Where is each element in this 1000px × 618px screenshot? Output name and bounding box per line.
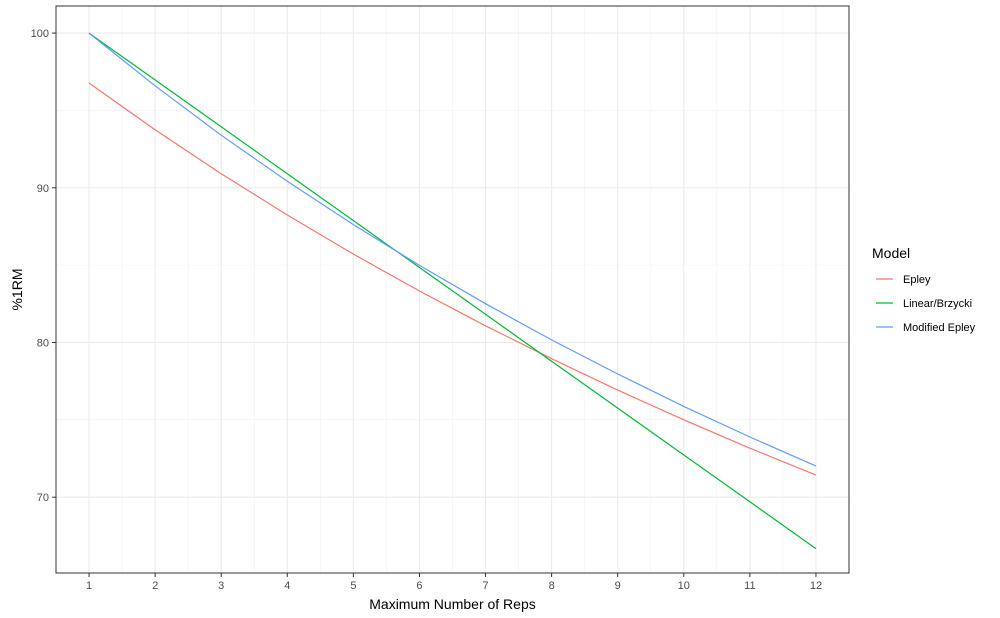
series-line-epley bbox=[88, 82, 817, 476]
x-tick-label: 5 bbox=[350, 580, 356, 592]
legend-label: Modified Epley bbox=[903, 322, 976, 334]
x-tick-label: 12 bbox=[810, 580, 822, 592]
x-tick-label: 7 bbox=[482, 580, 488, 592]
series-line-linear-brzycki bbox=[88, 32, 817, 550]
y-axis-label: %1RM bbox=[9, 268, 25, 310]
legend-title: Model bbox=[872, 245, 910, 261]
y-tick-label: 100 bbox=[31, 28, 49, 40]
panel-border bbox=[55, 5, 850, 574]
x-tick-label: 3 bbox=[218, 580, 224, 592]
x-tick-label: 11 bbox=[744, 580, 755, 592]
x-tick-label: 1 bbox=[86, 580, 92, 592]
y-tick-label: 90 bbox=[37, 183, 49, 195]
y-tick-label: 70 bbox=[37, 492, 49, 504]
x-tick-label: 6 bbox=[416, 580, 422, 592]
legend-label: Linear/Brzycki bbox=[903, 298, 972, 310]
y-tick-label: 80 bbox=[37, 337, 49, 349]
legend-label: Epley bbox=[903, 274, 931, 286]
x-tick-label: 2 bbox=[152, 580, 158, 592]
x-tick-label: 4 bbox=[284, 580, 290, 592]
x-axis-label: Maximum Number of Reps bbox=[369, 596, 536, 612]
x-tick-label: 8 bbox=[549, 580, 555, 592]
x-tick-label: 9 bbox=[615, 580, 621, 592]
series-line-modified-epley bbox=[88, 32, 817, 467]
x-tick-label: 10 bbox=[678, 580, 690, 592]
